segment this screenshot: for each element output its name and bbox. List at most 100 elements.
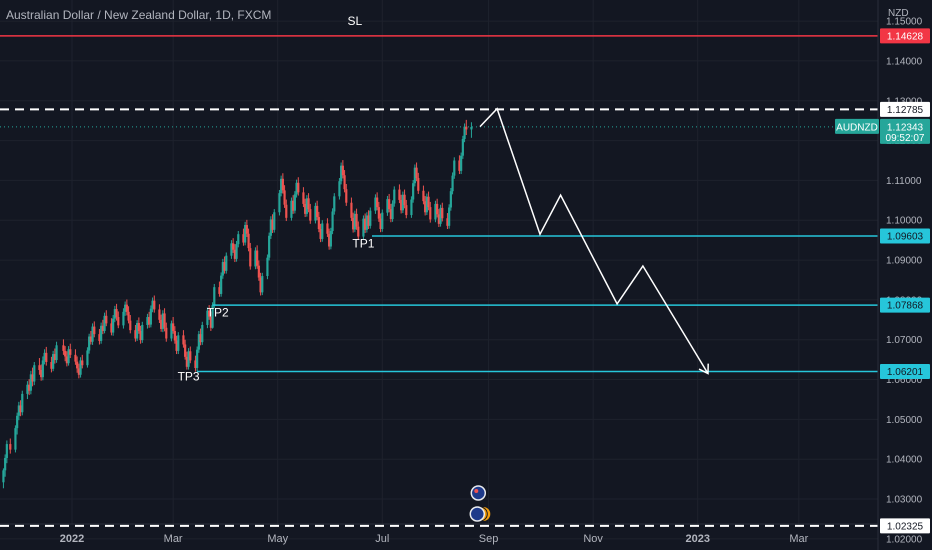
candle-body xyxy=(460,155,463,171)
candle xyxy=(317,211,320,233)
candle-body xyxy=(146,317,149,325)
candle xyxy=(165,322,168,342)
candle xyxy=(136,320,139,341)
candle xyxy=(76,356,79,373)
candle xyxy=(365,212,368,233)
candle-body xyxy=(305,198,308,214)
candle-body xyxy=(357,226,360,237)
candle-body xyxy=(453,160,456,176)
candle xyxy=(184,339,187,360)
candle-body xyxy=(117,317,120,326)
candle xyxy=(257,260,260,281)
candle-body xyxy=(374,197,377,211)
candle xyxy=(151,297,154,313)
candle-body xyxy=(376,197,379,208)
candle xyxy=(230,240,233,259)
candle-body xyxy=(41,360,44,378)
symbol-label: AUDNZD xyxy=(836,122,878,133)
candle-body xyxy=(309,209,312,221)
candle-body xyxy=(129,320,132,331)
candle-body xyxy=(283,190,286,205)
candle-body xyxy=(172,323,175,331)
candle-body xyxy=(302,192,305,204)
event-flag-circle xyxy=(470,485,487,501)
candle xyxy=(161,310,164,333)
candle-body xyxy=(465,126,468,130)
candle xyxy=(391,200,394,222)
candle-body xyxy=(280,178,283,194)
candle xyxy=(367,210,370,230)
candle-body xyxy=(439,207,442,224)
candle-body xyxy=(160,319,163,329)
candle xyxy=(223,256,226,274)
candle-body xyxy=(292,200,295,211)
candle xyxy=(329,227,332,250)
candle-body xyxy=(52,354,55,369)
event-flag-dot xyxy=(474,489,479,493)
candle-body xyxy=(31,374,34,382)
candle-body xyxy=(434,203,437,220)
candle-body xyxy=(101,325,104,331)
candle xyxy=(410,196,413,218)
candle xyxy=(98,328,101,345)
candle-body xyxy=(50,362,53,369)
candle-body xyxy=(326,223,329,234)
candle xyxy=(405,199,408,219)
candle-body xyxy=(352,217,355,230)
candle-body xyxy=(220,275,223,294)
candle-body xyxy=(329,230,332,247)
candle xyxy=(245,219,248,237)
candle xyxy=(105,310,108,327)
candle xyxy=(449,187,452,211)
candle-body xyxy=(100,325,103,341)
candle xyxy=(19,400,22,417)
candle-body xyxy=(213,287,216,306)
candle xyxy=(194,355,197,372)
candle xyxy=(232,238,235,253)
candle-body xyxy=(201,324,204,343)
x-tick-label: Jul xyxy=(375,533,389,545)
candle xyxy=(377,201,380,222)
candle-body xyxy=(441,207,444,219)
candle xyxy=(357,221,360,240)
candle-body xyxy=(40,369,43,378)
candle xyxy=(326,218,329,237)
candle xyxy=(451,172,454,195)
candle-body xyxy=(189,351,192,361)
candle xyxy=(292,195,295,214)
candle-body xyxy=(400,199,403,211)
candle xyxy=(146,313,149,329)
candle xyxy=(374,194,377,214)
candle xyxy=(115,303,118,321)
candle-body xyxy=(103,315,106,331)
current-price-tag xyxy=(880,118,930,144)
candle xyxy=(172,317,175,334)
x-tick-label: 2022 xyxy=(60,533,84,545)
level-price-tag xyxy=(880,228,930,244)
level-price-label: 1.06201 xyxy=(887,367,924,378)
candle xyxy=(14,425,17,453)
candle xyxy=(225,252,228,274)
candle-body xyxy=(55,345,58,361)
candle-body xyxy=(391,203,394,220)
candle xyxy=(333,193,336,215)
candle xyxy=(40,364,43,381)
y-tick-label: 1.07000 xyxy=(886,335,923,346)
y-tick-label: 1.06000 xyxy=(886,375,923,386)
candle-body xyxy=(319,229,322,239)
candle xyxy=(441,202,444,222)
candle xyxy=(81,354,84,369)
candle-body xyxy=(415,167,418,179)
candle-body xyxy=(177,335,180,351)
candle-body xyxy=(124,304,127,312)
candle xyxy=(213,283,216,309)
candle xyxy=(21,390,24,416)
candle-body xyxy=(290,200,293,218)
candle xyxy=(77,363,80,379)
candle-body xyxy=(249,248,252,267)
candle-body xyxy=(398,189,401,200)
chart-title: Australian Dollar / New Zealand Dollar, … xyxy=(6,8,272,22)
x-tick-label: Sep xyxy=(479,533,499,545)
